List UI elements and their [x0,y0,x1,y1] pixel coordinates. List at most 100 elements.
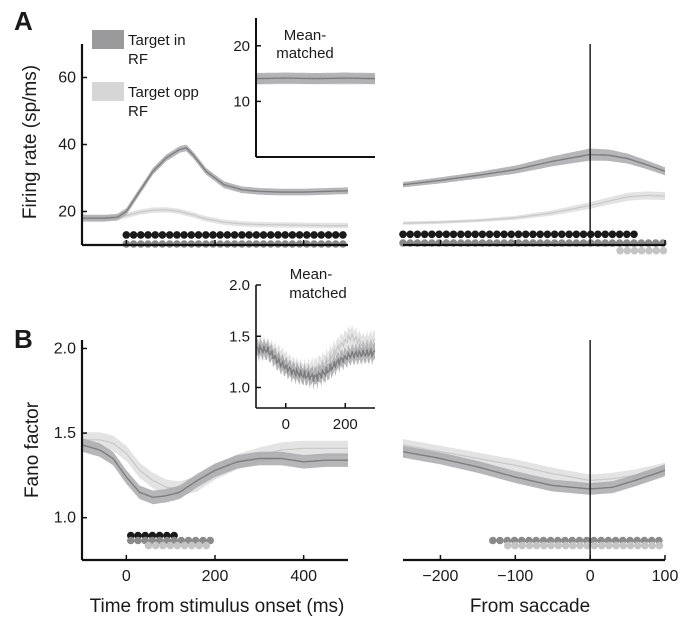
significance-dot [471,230,480,239]
panel-a-right [399,44,668,255]
significance-dot [659,246,668,255]
panel-label-b: B [14,324,33,354]
band-target-opp-rf [82,432,348,497]
y-tick-label: 40 [58,137,76,154]
significance-dot [406,230,415,239]
significance-dot [173,541,182,550]
significance-dot [637,246,646,255]
line-target-in-rf [256,77,375,80]
y-tick-label: 2.0 [54,340,76,357]
significance-dot [202,231,210,239]
inset-b-title-line1: Mean- [290,266,333,283]
significance-dot [615,230,624,239]
y-tick-label: 1.0 [229,380,250,397]
significance-dot [496,536,504,545]
significance-dot [464,230,472,239]
y-tick-label: 10 [233,93,250,110]
significance-dot [579,230,588,239]
significance-dot [561,541,570,550]
significance-dot [540,541,548,550]
legend-label-target-opp-rf-line1: Target opp [128,84,199,101]
significance-dot [151,231,159,239]
significance-dot [623,246,632,255]
significance-dot [525,541,534,550]
significance-dot [529,230,537,239]
significance-dot [597,541,606,550]
significance-dot [144,231,152,239]
significance-dot [259,231,268,239]
x-tick-label: 0 [586,568,595,585]
x-tick-label: −100 [497,568,533,585]
significance-dot [317,231,326,239]
plots: 20 40 60 10 20 1.0 1.5 2.0 0 200 400 1.0 1.5 2.0 0 200 −… [54,18,678,585]
significance-dot [303,231,311,239]
line-target-in-rf [402,153,666,186]
panel-b-inset: 1.0 1.5 2.0 0 200 [229,277,376,433]
significance-dot [550,230,559,239]
panel-label-a: A [14,6,33,36]
line-target-in-rf [81,444,348,499]
significance-dot [645,246,653,255]
significance-dot [485,230,494,239]
significance-dot [216,231,224,239]
significance-dot [565,230,573,239]
legend-swatch-target-in-rf [92,30,124,49]
y-tick-label: 2.0 [229,277,250,294]
inset-a-title-line2: matched [276,45,334,62]
significance-dot [504,541,512,550]
legend: Target in RF Target opp RF [92,30,199,120]
significance-dot [324,231,333,239]
significance-dot [449,230,458,239]
significance-dot [420,230,429,239]
significance-dot [521,230,530,239]
band-target-opp-rf [403,191,665,225]
significance-dot [583,541,591,550]
significance-dot [511,541,519,550]
significance-dot [288,231,297,239]
band-target-in-rf [403,148,665,188]
significance-dot [127,536,135,545]
significance-dot [137,231,145,239]
significance-dot [612,541,620,550]
significance-dot [413,230,422,239]
significance-dot [144,541,153,550]
significance-dot [399,230,407,239]
significance-dot [630,230,638,239]
significance-dot [619,541,628,550]
significance-dot [532,541,541,550]
x-tick-label: 400 [290,568,317,585]
x-tick-label: 200 [333,416,358,433]
significance-dot [601,230,609,239]
significance-dot [547,541,555,550]
significance-dot [230,231,239,239]
significance-dot [442,230,451,239]
band-target-opp-rf [82,207,348,229]
line-target-opp-rf [403,194,666,224]
significance-dot [569,541,577,550]
significance-dot [151,541,160,550]
significance-dot [655,541,664,550]
significance-dot [435,230,443,239]
line-target-in-rf [255,343,376,382]
significance-dot [159,541,167,550]
significance-dot [180,541,189,550]
significance-dot [158,231,167,239]
significance-dot [180,231,188,239]
y-tick-label: 1.0 [54,510,76,527]
significance-dot [165,231,174,239]
y-axis-title-firing-rate: Firing rate (sp/ms) [20,65,41,219]
significance-dot [626,541,635,550]
band-target-in-rf [256,337,375,390]
inset-b-title-line2: matched [289,285,347,302]
line-target-in-rf [82,147,349,219]
legend-label-target-opp-rf-line2: RF [128,103,148,120]
y-tick-label: 20 [233,38,250,55]
significance-dot [223,231,232,239]
significance-dot [202,541,211,550]
significance-dot [543,230,552,239]
panel-b-right: −200 −100 0 100 [402,340,678,585]
y-axis-title-fano-factor: Fano factor [22,401,43,498]
significance-dot [518,541,526,550]
significance-dot [134,536,142,545]
significance-dot [295,231,304,239]
